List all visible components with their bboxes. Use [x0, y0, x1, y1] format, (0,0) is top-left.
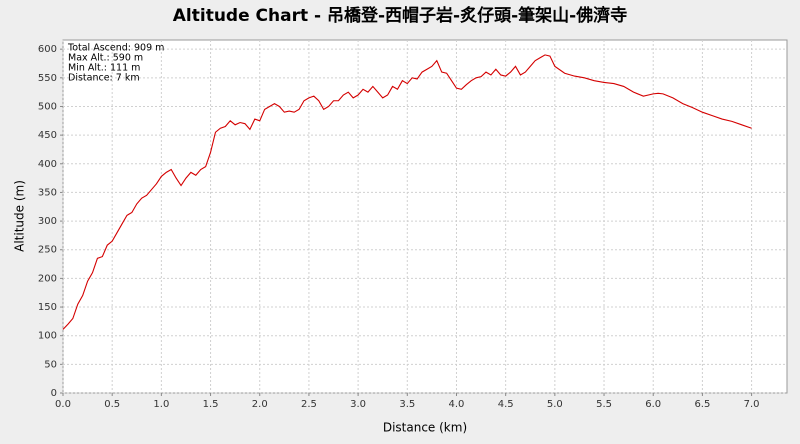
- x-tick-label: 2.5: [301, 399, 317, 410]
- x-tick-label: 5.5: [596, 399, 612, 410]
- y-tick-label: 50: [44, 359, 57, 370]
- x-tick-label: 1.5: [203, 399, 219, 410]
- x-tick-label: 4.0: [449, 399, 465, 410]
- y-tick-label: 300: [38, 216, 57, 227]
- x-tick-label: 7.0: [744, 399, 760, 410]
- y-tick-label: 100: [38, 331, 57, 342]
- x-tick-label: 0.5: [104, 399, 120, 410]
- x-tick-label: 5.0: [547, 399, 563, 410]
- chart-title: Altitude Chart - 吊橋登-西帽子岩-炙仔頭-筆架山-佛濟寺: [173, 5, 627, 26]
- annotation: Distance: 7 km: [68, 73, 140, 84]
- annotation: Max Alt.: 590 m: [68, 53, 143, 64]
- y-tick-label: 350: [38, 187, 57, 198]
- y-tick-label: 250: [38, 245, 57, 256]
- plot-area: [62, 39, 788, 394]
- y-tick-label: 450: [38, 130, 57, 141]
- x-axis-label: Distance (km): [383, 421, 467, 435]
- annotation: Min Alt.: 111 m: [68, 63, 140, 74]
- y-tick-label: 150: [38, 302, 57, 313]
- y-axis-label: Altitude (m): [13, 180, 27, 252]
- y-tick-label: 600: [38, 44, 57, 55]
- altitude-line: [62, 54, 752, 330]
- annotation: Total Ascend: 909 m: [67, 43, 164, 54]
- x-tick-label: 6.5: [694, 399, 710, 410]
- x-tick-label: 1.0: [153, 399, 169, 410]
- y-tick-label: 200: [38, 273, 57, 284]
- x-tick-label: 3.5: [399, 399, 415, 410]
- y-tick-label: 550: [38, 73, 57, 84]
- x-tick-label: 4.5: [498, 399, 514, 410]
- y-tick-label: 0: [51, 388, 57, 399]
- y-tick-label: 500: [38, 101, 57, 112]
- x-tick-label: 3.0: [350, 399, 366, 410]
- x-tick-label: 0.0: [55, 399, 71, 410]
- x-tick-label: 6.0: [645, 399, 661, 410]
- x-tick-label: 2.0: [252, 399, 268, 410]
- y-tick-label: 400: [38, 159, 57, 170]
